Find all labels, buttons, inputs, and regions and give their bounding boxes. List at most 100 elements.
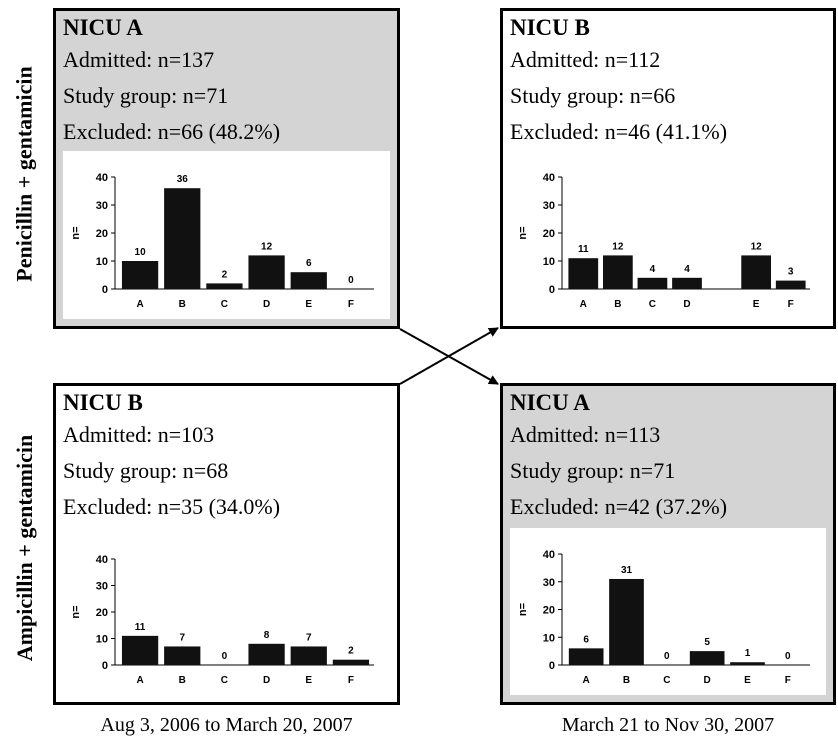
y-tick-label: 30 (543, 577, 555, 589)
chart-svg: 0 10 20 30 40 n= 6 A 31 B 0 C 5 D 1 E 0 F (517, 549, 810, 686)
y-tick-label: 20 (96, 607, 108, 619)
y-tick-label: 0 (549, 660, 555, 672)
y-tick-label: 20 (543, 228, 555, 240)
y-tick-label: 30 (96, 200, 108, 212)
y-tick-label: 10 (543, 632, 555, 644)
data-label: 12 (751, 241, 763, 252)
data-label: 4 (684, 264, 690, 275)
bar-chart: 0 10 20 30 40 n= 6 A 31 B 0 C 5 D 1 E 0 F (510, 528, 826, 695)
excluded-text: Excluded: n=66 (48.2%) (63, 119, 281, 144)
data-label: 6 (583, 634, 589, 645)
bar-chart: 0 10 20 30 40 n= 10 A 36 B 2 C 12 D 6 E 0 F (63, 151, 390, 319)
data-label: 7 (306, 632, 312, 643)
bar-F (775, 280, 806, 289)
panel-nicu-a-period2: NICU A Admitted: n=113 Study group: n=71… (500, 383, 836, 705)
chart-svg: 0 10 20 30 40 n= 10 A 36 B 2 C 12 D 6 E 0 F (70, 172, 374, 310)
data-label: 4 (650, 264, 656, 275)
arrow-to-nicu-a-period2 (399, 328, 499, 385)
y-tick-label: 0 (102, 660, 108, 672)
y-tick-label: 40 (96, 172, 108, 184)
data-label: 0 (222, 651, 228, 662)
data-label: 0 (664, 651, 670, 662)
bar-C (637, 277, 668, 289)
category-label: A (136, 675, 143, 686)
y-axis-label: n= (70, 226, 82, 239)
panel-nicu-b-period1: NICU B Admitted: n=103 Study group: n=68… (53, 383, 400, 705)
bar-E (741, 255, 772, 289)
data-label: 5 (704, 637, 710, 648)
category-label: C (221, 675, 228, 686)
bar-C (206, 283, 243, 289)
bar-B (164, 646, 201, 665)
data-label: 11 (135, 622, 146, 633)
data-label: 6 (306, 258, 312, 269)
data-label: 12 (261, 241, 273, 252)
category-label: B (614, 299, 621, 310)
bar-E (290, 646, 327, 665)
category-label: D (263, 675, 270, 686)
data-label: 2 (348, 646, 354, 657)
data-label: 11 (578, 244, 589, 255)
bar-D (248, 255, 285, 289)
admitted-text: Admitted: n=113 (510, 422, 661, 447)
data-label: 10 (135, 247, 147, 258)
data-label: 31 (621, 565, 633, 576)
bar-B (609, 578, 644, 665)
bar-E (290, 272, 327, 289)
study-group-text: Study group: n=71 (63, 83, 229, 108)
category-label: F (348, 675, 354, 686)
bar-F (332, 659, 370, 665)
panel-title: NICU B (63, 390, 143, 415)
y-axis-label: n= (517, 226, 529, 239)
y-tick-label: 20 (96, 228, 108, 240)
y-tick-label: 10 (543, 256, 555, 268)
bar-A (568, 258, 599, 289)
category-label: E (753, 299, 760, 310)
bar-A (121, 635, 159, 665)
admitted-text: Admitted: n=137 (63, 47, 215, 72)
data-label: 3 (788, 267, 794, 278)
y-tick-label: 20 (543, 605, 555, 617)
bar-D (248, 643, 285, 665)
study-group-text: Study group: n=68 (63, 458, 229, 483)
category-label: C (221, 299, 228, 310)
admitted-text: Admitted: n=103 (63, 422, 215, 447)
y-tick-label: 10 (96, 634, 108, 646)
panel-title: NICU B (510, 15, 590, 40)
category-label: D (263, 299, 270, 310)
footer-period1: Aug 3, 2006 to March 20, 2007 (100, 714, 353, 736)
bar-A (568, 648, 604, 665)
data-label: 2 (222, 269, 228, 280)
category-label: A (580, 299, 587, 310)
data-label: 12 (612, 241, 624, 252)
bar-chart: 0 10 20 30 40 n= 11 A 12 B 4 C 4 D 12 E 3 F (510, 151, 826, 319)
category-label: D (704, 675, 711, 686)
category-label: B (179, 675, 186, 686)
category-label: F (785, 675, 791, 686)
category-label: F (348, 299, 354, 310)
excluded-text: Excluded: n=46 (41.1%) (510, 119, 728, 144)
category-label: B (179, 299, 186, 310)
data-label: 8 (264, 630, 270, 641)
footer-period2: March 21 to Nov 30, 2007 (561, 714, 775, 736)
study-group-text: Study group: n=66 (510, 83, 676, 108)
category-label: C (663, 675, 670, 686)
category-label: E (305, 675, 312, 686)
category-label: E (305, 299, 312, 310)
excluded-text: Excluded: n=42 (37.2%) (510, 494, 728, 519)
y-axis-label: n= (517, 603, 529, 616)
excluded-text: Excluded: n=35 (34.0%) (63, 494, 281, 519)
category-label: F (788, 299, 794, 310)
y-axis-label: n= (70, 605, 82, 618)
data-label: 7 (179, 632, 185, 643)
data-label: 1 (745, 648, 751, 659)
panel-title: NICU A (510, 390, 590, 415)
category-label: B (623, 675, 630, 686)
chart-svg: 0 10 20 30 40 n= 11 A 7 B 0 C 8 D 7 E 2 F (70, 554, 374, 686)
category-label: D (683, 299, 690, 310)
panel-title: NICU A (63, 15, 143, 40)
category-label: A (583, 675, 590, 686)
y-tick-label: 40 (543, 172, 555, 184)
panel-nicu-a-period1: NICU A Admitted: n=137 Study group: n=71… (53, 8, 400, 329)
